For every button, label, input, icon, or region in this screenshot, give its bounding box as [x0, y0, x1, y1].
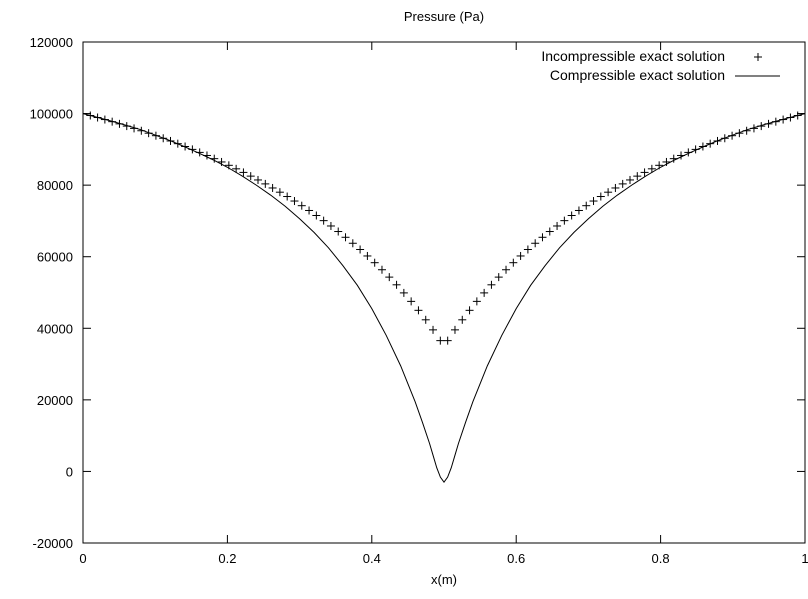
data-point	[494, 273, 503, 282]
data-point	[611, 183, 620, 192]
legend-item: Compressible exact solution	[550, 67, 780, 83]
data-point	[275, 188, 284, 197]
x-tick-label: 0.4	[363, 551, 381, 566]
data-point	[297, 201, 306, 210]
chart-title: Pressure (Pa)	[404, 9, 484, 24]
y-tick-label: 40000	[37, 321, 73, 336]
data-point	[429, 325, 438, 334]
data-point	[341, 233, 350, 242]
data-point	[640, 168, 649, 177]
data-point	[604, 188, 613, 197]
y-tick-label: 120000	[30, 35, 73, 50]
data-point	[436, 336, 445, 345]
data-point	[625, 175, 634, 184]
series-layer	[83, 109, 805, 484]
data-point	[421, 315, 430, 324]
y-tick-label: 60000	[37, 250, 73, 265]
data-point	[305, 206, 314, 215]
x-tick-label: 0.8	[652, 551, 670, 566]
data-point	[450, 325, 459, 334]
data-point	[567, 211, 576, 220]
data-point	[261, 179, 270, 188]
x-tick-label: 0.6	[507, 551, 525, 566]
data-point	[363, 251, 372, 260]
data-point	[509, 258, 518, 267]
compressible-solution-line	[83, 113, 805, 484]
data-point	[502, 265, 511, 274]
data-point	[232, 164, 241, 173]
x-axis: 0 0.2 0.4 0.6 0.8 1	[79, 42, 808, 566]
data-point	[443, 336, 452, 345]
data-point	[465, 306, 474, 315]
x-tick-label: 0	[79, 551, 86, 566]
data-point	[596, 192, 605, 201]
y-tick-label: 0	[66, 464, 73, 479]
data-point	[254, 175, 263, 184]
plot-frame	[82, 41, 806, 544]
data-point	[458, 315, 467, 324]
data-point	[589, 197, 598, 206]
x-tick-label: 0.2	[218, 551, 236, 566]
data-point	[239, 168, 248, 177]
data-point	[385, 273, 394, 282]
series-compressible	[83, 113, 805, 484]
data-point	[312, 211, 321, 220]
data-point	[553, 221, 562, 230]
data-point	[268, 183, 277, 192]
series-incompressible	[83, 109, 805, 345]
x-axis-label: x(m)	[431, 572, 457, 587]
data-point	[618, 179, 627, 188]
y-tick-label: 100000	[30, 107, 73, 122]
y-tick-label: -20000	[33, 536, 73, 551]
data-point	[633, 172, 642, 181]
y-tick-label: 80000	[37, 178, 73, 193]
data-point	[531, 239, 540, 248]
data-point	[560, 216, 569, 225]
data-point	[290, 197, 299, 206]
data-point	[377, 265, 386, 274]
data-point	[348, 239, 357, 248]
x-tick-label: 1	[801, 551, 808, 566]
data-point	[283, 192, 292, 201]
data-point	[319, 216, 328, 225]
y-tick-label: 20000	[37, 393, 73, 408]
data-point	[545, 227, 554, 236]
legend: Incompressible exact solution Compressibl…	[541, 48, 780, 83]
data-point	[523, 245, 532, 254]
data-point	[392, 280, 401, 289]
data-point	[516, 251, 525, 260]
data-point	[472, 297, 481, 306]
data-point	[480, 288, 489, 297]
data-point	[407, 297, 416, 306]
data-point	[399, 288, 408, 297]
data-point	[83, 109, 87, 118]
data-point	[574, 206, 583, 215]
data-point	[538, 233, 547, 242]
data-point	[801, 109, 805, 118]
data-point	[582, 201, 591, 210]
data-point	[414, 306, 423, 315]
data-point	[647, 164, 656, 173]
data-point	[334, 227, 343, 236]
legend-label: Compressible exact solution	[550, 67, 725, 83]
data-point	[246, 172, 255, 181]
y-axis: -20000 0 20000 40000 60000 80000 100000 120000	[30, 35, 805, 551]
data-point	[356, 245, 365, 254]
data-point	[487, 280, 496, 289]
data-point	[370, 258, 379, 267]
legend-item: Incompressible exact solution	[541, 48, 762, 64]
legend-label: Incompressible exact solution	[541, 48, 725, 64]
data-point	[326, 221, 335, 230]
legend-plus-swatch	[754, 53, 762, 61]
